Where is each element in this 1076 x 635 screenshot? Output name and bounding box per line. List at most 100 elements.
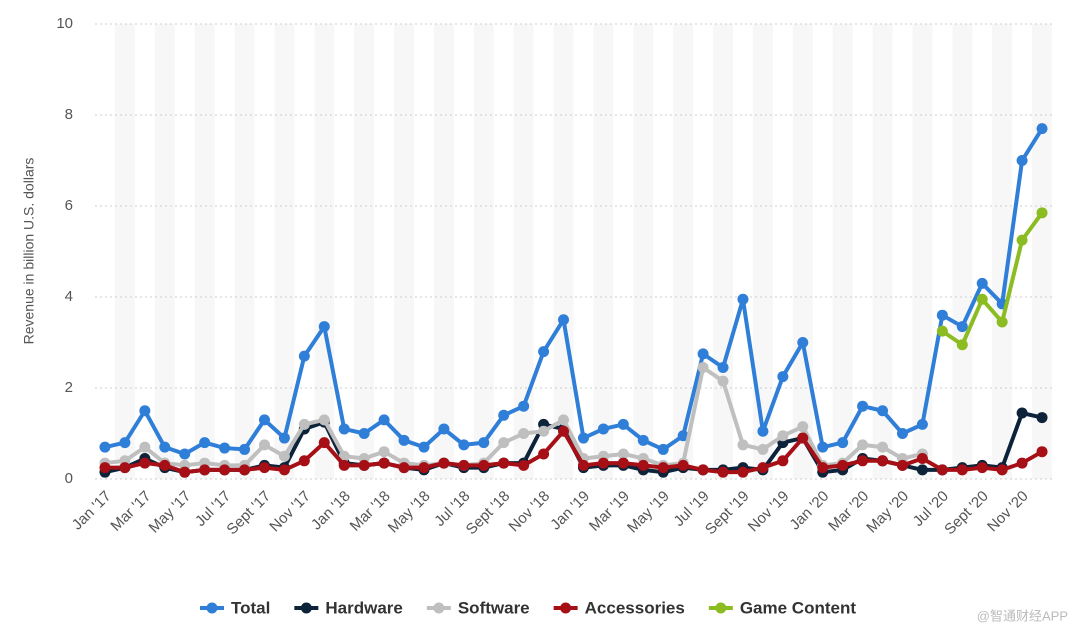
band [154, 24, 175, 479]
point [1016, 407, 1028, 419]
point [857, 400, 869, 412]
legend-marker [206, 602, 218, 614]
band [752, 24, 773, 479]
legend-item[interactable]: Hardware [294, 598, 403, 617]
band [433, 24, 454, 479]
point [318, 321, 330, 333]
band [713, 24, 733, 479]
point [558, 414, 570, 426]
point [358, 459, 370, 471]
point [298, 418, 310, 430]
x-tick-label: Jan '20 [786, 488, 832, 534]
point [558, 314, 570, 326]
point [478, 437, 490, 449]
legend-marker [300, 602, 312, 614]
y-axis-label: Revenue in billion U.S. dollars [21, 158, 37, 345]
x-tick-label: Jan '18 [308, 488, 354, 534]
point [298, 455, 310, 467]
point [617, 448, 629, 460]
point [119, 437, 131, 449]
band [114, 24, 135, 479]
point [438, 423, 450, 435]
y-tick-label: 2 [65, 379, 73, 396]
point [239, 443, 251, 455]
x-tick-label: Sept '20 [941, 488, 992, 539]
point [378, 414, 390, 426]
point [338, 459, 350, 471]
point [617, 418, 629, 430]
band [792, 24, 813, 479]
point [777, 455, 789, 467]
point [737, 293, 749, 305]
point [398, 434, 410, 446]
point [378, 446, 390, 458]
point [877, 405, 889, 417]
band [354, 24, 375, 479]
point [239, 464, 251, 476]
band [952, 24, 973, 479]
legend-item[interactable]: Total [200, 598, 270, 617]
series [99, 362, 928, 471]
point [1016, 155, 1028, 166]
point [916, 464, 928, 476]
band [473, 24, 494, 479]
point [956, 321, 968, 333]
legend-label: Game Content [740, 598, 857, 617]
point [757, 462, 769, 474]
x-tick-label: Jan '17 [69, 488, 115, 534]
band [194, 24, 215, 479]
legend-label: Software [458, 598, 530, 617]
series [936, 207, 1048, 351]
point [737, 466, 749, 478]
point [877, 441, 889, 453]
point [518, 428, 530, 439]
point [438, 457, 450, 469]
point [159, 441, 171, 453]
point [119, 462, 131, 474]
point [916, 453, 928, 465]
legend: Total Hardware Software Accessories Game Con… [200, 598, 856, 617]
point [577, 432, 589, 444]
point [956, 464, 968, 476]
point [956, 339, 968, 351]
point [1036, 446, 1048, 458]
legend-item[interactable]: Software [426, 598, 530, 617]
point [398, 462, 410, 474]
point [777, 371, 789, 383]
y-tick-label: 0 [65, 470, 73, 487]
point [1036, 123, 1048, 135]
point [677, 459, 689, 471]
point [857, 439, 869, 451]
point [518, 400, 530, 412]
point [617, 457, 629, 469]
point [797, 421, 809, 433]
point [597, 457, 609, 469]
point [976, 277, 988, 289]
legend-item[interactable]: Accessories [553, 598, 685, 617]
band [593, 24, 614, 479]
point [637, 434, 649, 446]
point [139, 405, 151, 417]
point [318, 437, 330, 449]
legend-label: Accessories [585, 598, 685, 617]
point [597, 423, 609, 435]
band [314, 24, 335, 479]
point [99, 441, 111, 453]
point [498, 457, 510, 469]
band [234, 24, 255, 479]
point [378, 457, 390, 469]
band [394, 24, 414, 479]
point [936, 464, 948, 476]
point [697, 362, 709, 374]
band [1032, 24, 1052, 479]
point [498, 409, 510, 421]
point [717, 466, 729, 478]
x-tick-label: Sept '19 [702, 488, 753, 539]
point [1036, 412, 1048, 424]
point [1016, 234, 1028, 246]
legend-label: Hardware [325, 598, 402, 617]
x-tick-label: Nov '20 [984, 488, 1032, 536]
point [916, 418, 928, 430]
point [338, 450, 350, 462]
legend-item[interactable]: Game Content [708, 598, 857, 617]
